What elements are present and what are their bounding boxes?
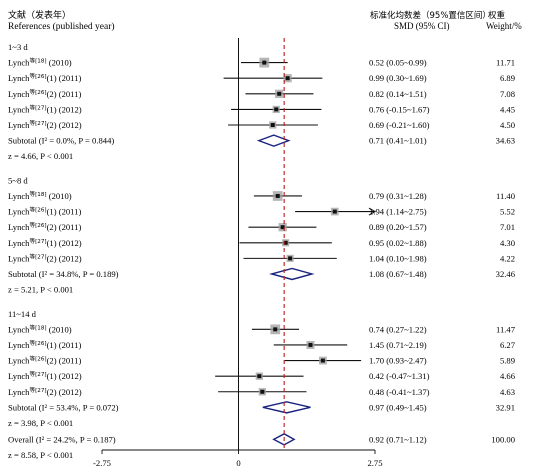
study-label: Lynch等[18] (2010) [8, 190, 72, 201]
overall-weight: 100.00 [491, 434, 515, 444]
study-ci-text: 0.95 (0.02~1.88) [369, 238, 427, 248]
header-left-cn: 文献（发表年） [8, 9, 71, 21]
study-label: Lynch等[26](2) (2011) [8, 88, 81, 99]
study-ci-text: 1.04 (0.10~1.98) [369, 253, 427, 263]
header-mid-cn: 标准化均数差（95%置信区间） [370, 10, 491, 21]
point-estimate [275, 193, 280, 198]
study-ci-text: 0.52 (0.05~0.99) [369, 58, 427, 68]
study-weight: 4.45 [500, 104, 515, 114]
study-label: Lynch等[26](1) (2011) [8, 339, 81, 350]
study-label: Lynch等[27](1) (2012) [8, 237, 82, 248]
point-estimate [280, 225, 285, 230]
study-label: Lynch等[18] (2010) [8, 323, 72, 334]
point-estimate [257, 374, 262, 379]
study-ci-text: 0.76 (-0.15~1.67) [369, 104, 430, 114]
study-weight: 4.63 [500, 387, 515, 397]
point-estimate [285, 76, 290, 81]
study-label: Lynch等[26](1) (2011) [8, 206, 81, 217]
subtotal-label: Subtotal (I² = 34.8%, P = 0.189) [8, 269, 119, 279]
study-weight: 6.89 [500, 73, 515, 83]
study-ci-text: 0.42 (-0.47~1.31) [369, 371, 430, 381]
study-label: Lynch等[26](2) (2011) [8, 355, 81, 366]
x-tick-label: -2.75 [93, 458, 111, 468]
header-right-cn: 权重 [488, 10, 506, 21]
study-weight: 7.08 [500, 89, 515, 99]
point-estimate [332, 209, 337, 214]
group-label: 1~3 d [8, 42, 28, 52]
point-estimate [270, 123, 275, 127]
study-ci-text: 0.82 (0.14~1.51) [369, 89, 427, 99]
study-label: Lynch等[27](2) (2012) [8, 119, 82, 130]
subtotal-z-text: z = 3.98, P < 0.001 [8, 418, 73, 428]
header-left-en: References (published year) [8, 21, 115, 32]
subtotal-ci-text: 0.71 (0.41~1.01) [369, 136, 427, 146]
study-ci-text: 1.70 (0.93~2.47) [369, 356, 427, 366]
study-label: Lynch等[27](2) (2012) [8, 386, 82, 397]
overall-label: Overall (I² = 24.2%, P = 0.187) [8, 434, 116, 444]
study-ci-text: 1.45 (0.71~2.19) [369, 340, 427, 350]
ci-arrow [368, 207, 377, 216]
study-ci-text: 0.48 (-0.41~1.37) [369, 387, 430, 397]
study-label: Lynch等[27](2) (2012) [8, 252, 82, 263]
study-ci-text: 0.74 (0.27~1.22) [369, 324, 427, 334]
forest-rows: 1~3 d Lynch等[18] (2010) 0.52 (0.05~0.99) 11… [8, 38, 516, 460]
study-weight: 11.47 [496, 324, 516, 334]
header-right-en: Weight/% [486, 21, 522, 31]
subtotal-weight: 32.91 [496, 402, 515, 412]
study-label: Lynch等[26](2) (2011) [8, 221, 81, 232]
x-axis-ticks: -2.75 0 2.75 [93, 450, 383, 468]
study-weight: 5.52 [500, 207, 515, 217]
overall-ci-text: 0.92 (0.71~1.12) [369, 434, 427, 444]
subtotal-diamond [262, 401, 311, 414]
study-label: Lynch等[26](1) (2011) [8, 72, 81, 83]
study-weight: 4.66 [500, 371, 516, 381]
study-ci-text: 0.99 (0.30~1.69) [369, 73, 427, 83]
point-estimate [277, 91, 282, 96]
point-estimate [320, 358, 325, 363]
study-weight: 11.71 [496, 58, 515, 68]
subtotal-diamond [256, 134, 291, 147]
point-estimate [274, 107, 279, 112]
point-estimate [283, 240, 288, 245]
study-weight: 4.50 [500, 120, 515, 130]
subtotal-ci-text: 1.08 (0.67~1.48) [369, 269, 427, 279]
study-weight: 4.22 [500, 253, 515, 263]
point-estimate [262, 60, 267, 65]
study-weight: 6.27 [500, 340, 516, 350]
header-mid-en: SMD (95% CI) [394, 21, 450, 31]
subtotal-label: Subtotal (I² = 0.0%, P = 0.844) [8, 136, 114, 146]
subtotal-z-text: z = 5.21, P < 0.001 [8, 285, 73, 295]
study-ci-text: 0.89 (0.20~1.57) [369, 222, 427, 232]
point-estimate [288, 256, 293, 261]
subtotal-z-text: z = 4.66, P < 0.001 [8, 151, 73, 161]
subtotal-weight: 32.46 [496, 269, 516, 279]
group-label: 11~14 d [8, 309, 37, 319]
subtotal-label: Subtotal (I² = 53.4%, P = 0.072) [8, 402, 119, 412]
study-ci-text: 0.79 (0.31~1.28) [369, 191, 427, 201]
study-weight: 7.01 [500, 222, 515, 232]
study-ci-text: 0.69 (-0.21~1.60) [369, 120, 430, 130]
study-weight: 5.89 [500, 356, 515, 366]
study-label: Lynch等[27](1) (2012) [8, 370, 82, 381]
point-estimate [308, 342, 313, 347]
overall-z-text: z = 8.58, P < 0.001 [8, 450, 73, 460]
point-estimate [273, 327, 278, 332]
overall-diamond [272, 433, 296, 446]
study-label: Lynch等[18] (2010) [8, 57, 72, 68]
study-weight: 4.30 [500, 238, 515, 248]
group-label: 5~8 d [8, 175, 28, 185]
x-tick-label: 2.75 [367, 458, 382, 468]
study-ci-text: 1.94 (1.14~2.75) [369, 207, 427, 217]
study-weight: 11.40 [496, 191, 515, 201]
subtotal-diamond [269, 267, 315, 281]
x-tick-label: 0 [236, 458, 240, 468]
subtotal-ci-text: 0.97 (0.49~1.45) [369, 402, 427, 412]
subtotal-weight: 34.63 [496, 136, 515, 146]
study-label: Lynch等[27](1) (2012) [8, 103, 82, 114]
point-estimate [260, 389, 265, 394]
